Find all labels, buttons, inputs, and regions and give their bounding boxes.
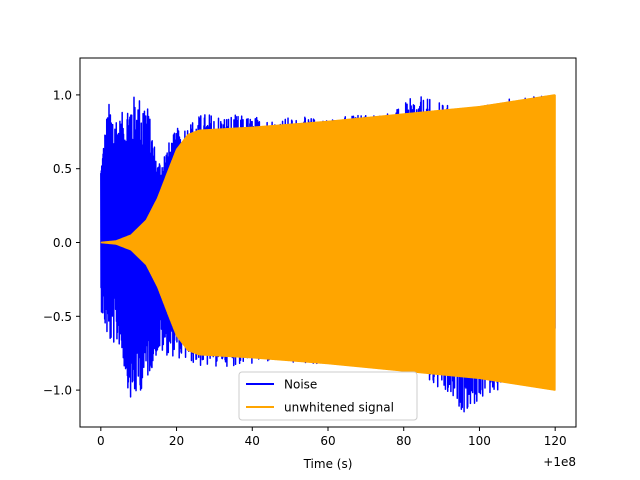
x-axis: 0 20 40 60 80 100 120: [97, 427, 567, 448]
y-tick-label--1: −1.0: [43, 384, 72, 398]
x-axis-label: Time (s): [303, 457, 353, 471]
x-tick-label-60: 60: [320, 434, 335, 448]
x-tick-label-40: 40: [245, 434, 260, 448]
legend-box: [238, 371, 418, 421]
series-layer: [100, 94, 556, 413]
legend-label-noise: Noise: [284, 378, 317, 392]
x-tick-label-80: 80: [396, 434, 411, 448]
y-tick-label--0.5: −0.5: [43, 310, 72, 324]
x-offset-label: +1e8: [543, 455, 576, 469]
y-axis: −1.0 −0.5 0.0 0.5 1.0: [43, 88, 80, 398]
legend-label-unwhitened-signal: unwhitened signal: [284, 401, 394, 415]
y-tick-label-0.5: 0.5: [53, 162, 72, 176]
series-unwhitened-signal-line: [100, 94, 556, 391]
x-tick-label-20: 20: [169, 434, 184, 448]
y-tick-label-0: 0.0: [53, 236, 72, 250]
y-tick-label-1: 1.0: [53, 88, 72, 102]
x-tick-label-0: 0: [97, 434, 105, 448]
legend: Noise unwhitened signal: [238, 371, 418, 421]
x-tick-label-100: 100: [468, 434, 491, 448]
x-tick-label-120: 120: [544, 434, 567, 448]
